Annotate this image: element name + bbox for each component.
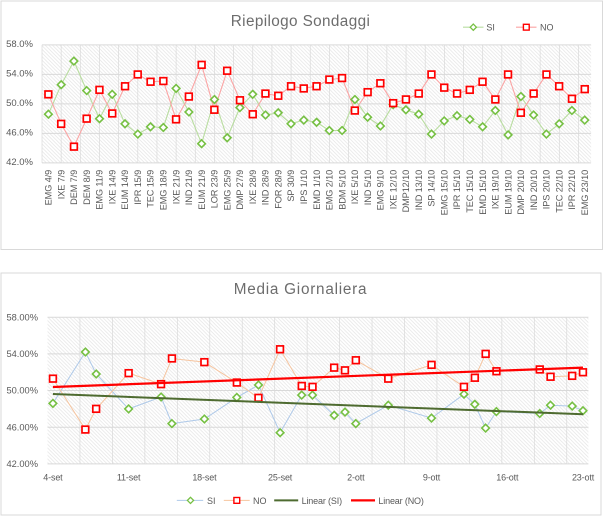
svg-text:EMG 25/9: EMG 25/9 xyxy=(222,170,232,210)
svg-text:IND 28/9: IND 28/9 xyxy=(261,170,271,205)
svg-text:58.0%: 58.0% xyxy=(6,39,33,50)
svg-text:IPR 15/10: IPR 15/10 xyxy=(452,170,462,210)
svg-text:IPR 22/10: IPR 22/10 xyxy=(567,170,577,210)
svg-text:SI: SI xyxy=(207,496,216,506)
svg-text:BDM 5/10: BDM 5/10 xyxy=(337,170,347,210)
svg-text:IXE 21/9: IXE 21/9 xyxy=(171,170,181,204)
svg-text:50.0%: 50.0% xyxy=(6,98,33,109)
svg-text:4-set: 4-set xyxy=(43,473,63,483)
svg-text:9-ott: 9-ott xyxy=(423,473,441,483)
svg-text:54.00%: 54.00% xyxy=(6,349,38,359)
svg-text:SP 30/9: SP 30/9 xyxy=(286,170,296,202)
svg-text:EMG 2/10: EMG 2/10 xyxy=(325,170,335,210)
svg-text:42.00%: 42.00% xyxy=(6,459,38,469)
svg-text:EMG 23/10: EMG 23/10 xyxy=(580,170,590,215)
svg-text:23-ott: 23-ott xyxy=(572,473,595,483)
svg-text:DMP 27/9: DMP 27/9 xyxy=(235,170,245,210)
svg-text:EMD 1/10: EMD 1/10 xyxy=(312,170,322,210)
svg-text:EMD 15/10: EMD 15/10 xyxy=(478,170,488,215)
svg-text:DEM 7/9: DEM 7/9 xyxy=(69,170,79,205)
svg-text:EMG 9/10: EMG 9/10 xyxy=(376,170,386,210)
svg-text:11-set: 11-set xyxy=(117,473,141,483)
svg-text:IXE 12/10: IXE 12/10 xyxy=(388,170,398,209)
svg-text:25-set: 25-set xyxy=(268,473,293,483)
svg-text:SP 14/10: SP 14/10 xyxy=(427,170,437,207)
svg-text:EUM 21/9: EUM 21/9 xyxy=(197,170,207,210)
svg-text:Riepilogo Sondaggi: Riepilogo Sondaggi xyxy=(231,13,371,30)
svg-text:EMG 15/10: EMG 15/10 xyxy=(439,170,449,215)
svg-text:Linear (NO): Linear (NO) xyxy=(378,496,424,506)
svg-text:EUM 14/9: EUM 14/9 xyxy=(120,170,130,210)
svg-text:IXE 19/10: IXE 19/10 xyxy=(491,170,501,209)
svg-text:DEM 8/9: DEM 8/9 xyxy=(82,170,92,205)
svg-text:IXE 7/9: IXE 7/9 xyxy=(56,170,66,199)
svg-text:IPS 20/10: IPS 20/10 xyxy=(542,170,552,209)
svg-text:NO: NO xyxy=(253,496,267,506)
svg-text:2-ott: 2-ott xyxy=(347,473,365,483)
svg-text:EMG 11/9: EMG 11/9 xyxy=(95,170,105,210)
svg-text:IXE 5/10: IXE 5/10 xyxy=(350,170,360,204)
svg-text:IPR 15/9: IPR 15/9 xyxy=(133,170,143,205)
svg-text:DMP12/10: DMP12/10 xyxy=(401,170,411,212)
svg-text:54.0%: 54.0% xyxy=(6,69,33,80)
svg-text:FOR 28/9: FOR 28/9 xyxy=(273,170,283,209)
svg-text:IND 13/10: IND 13/10 xyxy=(414,170,424,210)
svg-text:EMG 18/9: EMG 18/9 xyxy=(159,170,169,210)
svg-text:EMG 4/9: EMG 4/9 xyxy=(44,170,54,205)
svg-text:Linear (SI): Linear (SI) xyxy=(302,496,343,506)
svg-text:TEC 15/9: TEC 15/9 xyxy=(146,170,156,208)
svg-text:IXE 28/9: IXE 28/9 xyxy=(248,170,258,204)
svg-text:58.00%: 58.00% xyxy=(6,312,38,322)
svg-text:16-ott: 16-ott xyxy=(496,473,519,483)
svg-text:46.0%: 46.0% xyxy=(6,128,33,139)
svg-text:IND 5/10: IND 5/10 xyxy=(363,170,373,205)
svg-text:EUM 19/10: EUM 19/10 xyxy=(503,170,513,215)
svg-text:Media Giornaliera: Media Giornaliera xyxy=(234,281,367,298)
svg-text:18-set: 18-set xyxy=(192,473,217,483)
svg-text:TEC 15/10: TEC 15/10 xyxy=(465,170,475,213)
svg-text:LOR 23/9: LOR 23/9 xyxy=(210,170,220,208)
svg-text:DMP 20/10: DMP 20/10 xyxy=(516,170,526,215)
svg-text:IND 20/10: IND 20/10 xyxy=(529,170,539,210)
svg-text:46.00%: 46.00% xyxy=(6,422,38,432)
svg-text:IND 21/9: IND 21/9 xyxy=(184,170,194,205)
svg-text:42.0%: 42.0% xyxy=(6,157,33,168)
svg-text:TEC 22/10: TEC 22/10 xyxy=(554,170,564,213)
svg-text:50.00%: 50.00% xyxy=(6,386,38,396)
svg-text:IPS 1/10: IPS 1/10 xyxy=(299,170,309,204)
svg-text:NO: NO xyxy=(540,23,554,33)
svg-text:IXE 14/9: IXE 14/9 xyxy=(107,170,117,204)
svg-text:SI: SI xyxy=(486,23,495,33)
